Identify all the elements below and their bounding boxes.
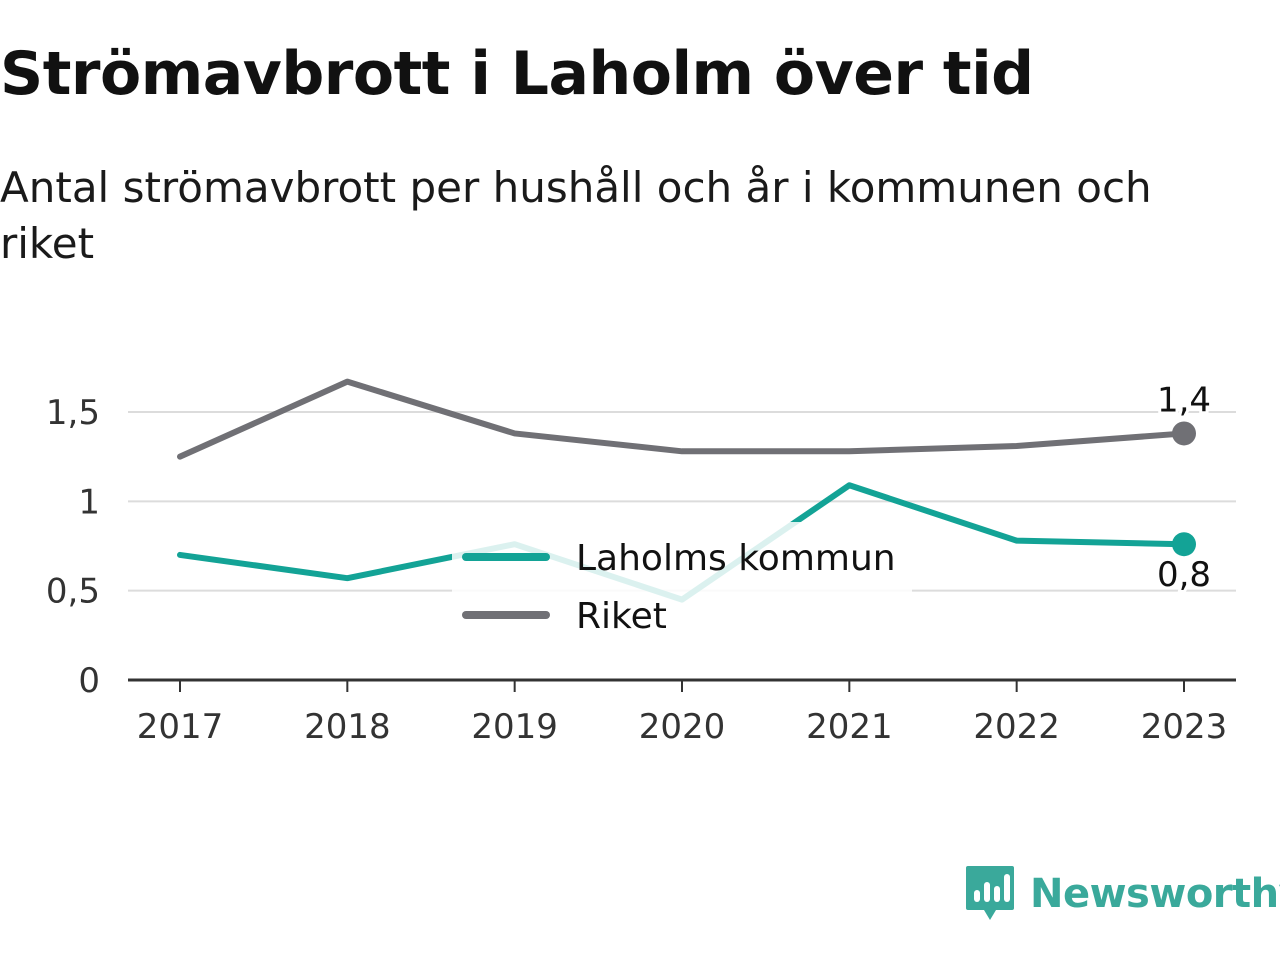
x-tick-label: 2023 — [1141, 707, 1228, 747]
legend: Laholms kommun Riket — [452, 522, 912, 646]
newsworthy-logo: Newsworthy — [964, 864, 1280, 924]
y-tick-label: 1,5 — [46, 393, 100, 433]
end-value-label: 1,4 — [1157, 380, 1211, 420]
x-axis: 2017 2018 2019 2020 2021 2022 2023 — [128, 678, 1236, 747]
x-tick-label: 2022 — [973, 707, 1060, 747]
legend-box — [452, 522, 912, 646]
legend-label: Riket — [576, 596, 667, 637]
x-tick-label: 2017 — [137, 707, 224, 747]
x-tick-label: 2018 — [304, 707, 391, 747]
legend-label: Laholms kommun — [576, 538, 896, 579]
logo-text: Newsworthy — [1030, 871, 1280, 917]
chart-title: Strömavbrott i Laholm över tid — [0, 39, 1034, 109]
y-tick-label: 0 — [78, 661, 100, 701]
x-tick-label: 2021 — [806, 707, 893, 747]
series-end-point — [1172, 532, 1196, 557]
end-labels: 0,8 1,4 — [1154, 377, 1214, 598]
bar-chart-speech-bubble-icon — [966, 866, 1014, 920]
y-axis-ticks: 0 0,5 1 1,5 — [46, 393, 100, 701]
y-tick-label: 0,5 — [46, 572, 100, 612]
x-tick-label: 2020 — [639, 707, 726, 747]
series-line-riket — [177, 378, 1187, 460]
x-tick-label: 2019 — [471, 707, 558, 747]
end-value-label: 0,8 — [1157, 555, 1211, 595]
series-end-point — [1172, 421, 1196, 446]
chart-subtitle: Antal strömavbrott per hushåll och år i … — [0, 163, 1152, 268]
y-tick-label: 1 — [78, 482, 100, 522]
